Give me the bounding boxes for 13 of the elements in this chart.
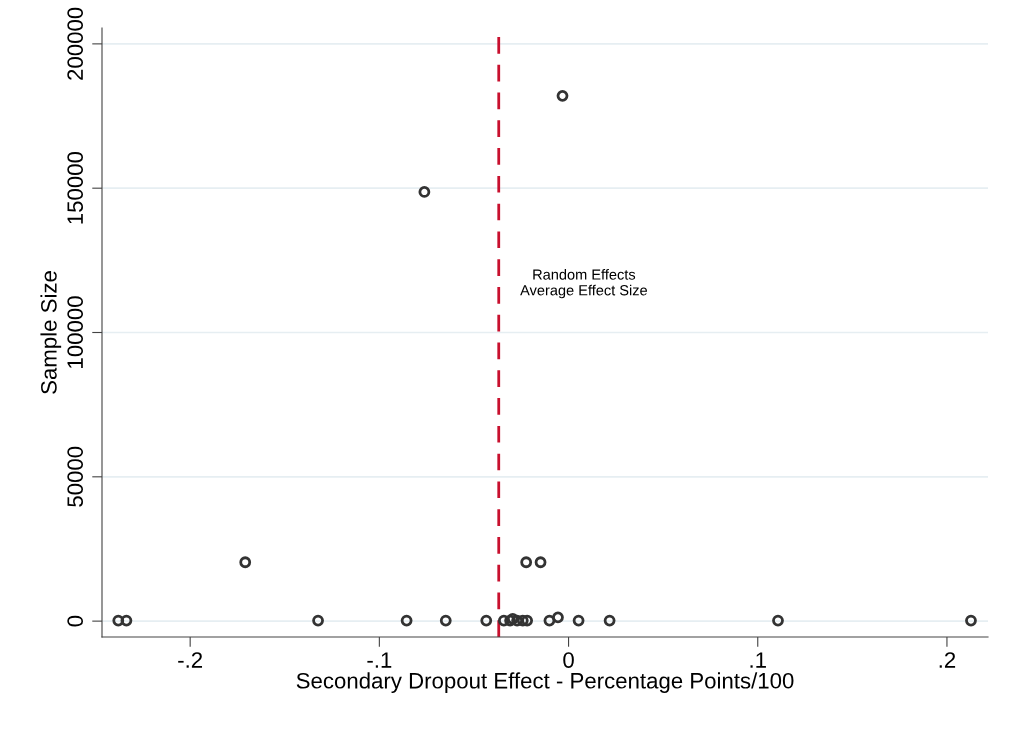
x-axis-title: Secondary Dropout Effect - Percentage Points/100: [296, 672, 794, 694]
y-axis-title: Sample Size: [40, 271, 62, 394]
x-tick-label: .1: [750, 652, 766, 668]
x-tick-label: .2: [939, 652, 956, 668]
x-tick-label: -.2: [178, 652, 203, 668]
y-tick-label: 0: [67, 615, 84, 627]
x-tick-label: -.1: [367, 652, 392, 668]
y-tick-label: 150000: [67, 151, 84, 224]
y-tick-label: 100000: [67, 296, 84, 368]
y-tick-label: 50000: [67, 446, 84, 507]
x-tick-label: 0: [563, 652, 574, 668]
y-tick-label: 200000: [67, 7, 84, 80]
ref-line-label: Random Effects Average Effect Size: [520, 269, 648, 299]
